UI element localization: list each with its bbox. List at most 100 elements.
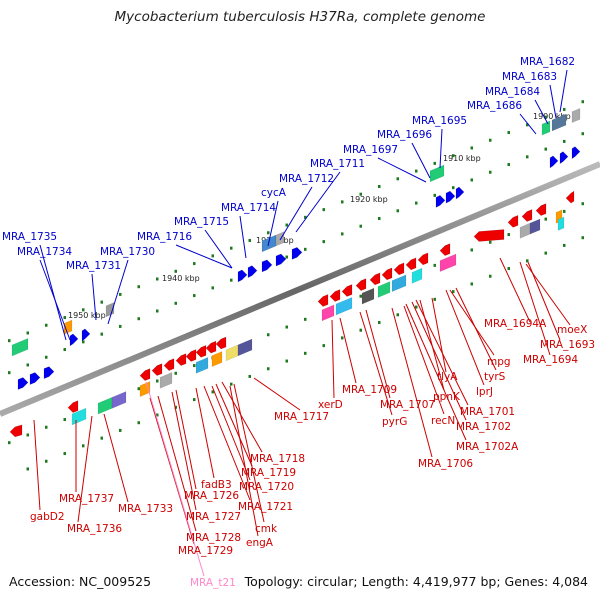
gene-label[interactable]: MRA_1711: [310, 158, 365, 170]
gene-label[interactable]: engA: [246, 537, 274, 549]
gene-label[interactable]: tlyA: [437, 371, 458, 383]
gene-label[interactable]: ppnK: [433, 391, 461, 403]
reverse-leader-line: [411, 301, 467, 421]
gene-label[interactable]: MRA_1736: [67, 523, 122, 535]
gene-label[interactable]: MRA_1709: [342, 384, 397, 396]
track-dot: [415, 305, 418, 309]
track-dot: [63, 452, 66, 456]
forward-leader-line: [39, 244, 67, 341]
reverse-leader-line: [431, 297, 447, 373]
track-dot: [470, 248, 473, 252]
track-dot: [415, 169, 418, 173]
track-dot: [211, 286, 214, 290]
gene-label[interactable]: MRA_1683: [502, 71, 557, 83]
reverse-leader-line: [215, 383, 253, 467]
gene-label[interactable]: MRA_1684: [485, 86, 540, 98]
gene-label[interactable]: mpg: [487, 356, 511, 368]
reverse-leader-line: [403, 305, 445, 415]
reverse-leader-line: [175, 389, 197, 490]
gene-label[interactable]: MRA_1714: [221, 202, 276, 214]
reverse-leader-line: [195, 387, 215, 479]
track-dot: [544, 217, 547, 221]
reverse-gene-arrow: [67, 400, 79, 414]
gene-label[interactable]: MRA_1693: [540, 339, 595, 351]
track-dot: [267, 367, 270, 371]
reverse-leader-line: [359, 311, 393, 416]
gene-label[interactable]: MRA_1737: [59, 493, 114, 505]
track-dot: [193, 294, 196, 298]
track-dot: [581, 100, 584, 104]
track-dot: [285, 255, 288, 259]
gene-label[interactable]: MRA_1731: [66, 260, 121, 272]
reverse-leader-line: [415, 299, 469, 406]
reverse-leader-line: [233, 383, 265, 523]
gene-label[interactable]: MRA_1733: [118, 503, 173, 515]
reverse-gene-arrow: [393, 262, 405, 276]
gene-label[interactable]: moeX: [557, 324, 587, 336]
gene-label[interactable]: cycA: [261, 187, 287, 199]
gene-label[interactable]: MRA_1720: [239, 481, 294, 493]
feature-block: [321, 304, 335, 322]
forward-leader-line: [267, 200, 279, 247]
gene-label[interactable]: gabD2: [30, 511, 65, 523]
reverse-gene-arrow: [329, 289, 341, 302]
gene-label[interactable]: MRA_1721: [238, 501, 293, 513]
feature-block: [571, 107, 581, 124]
gene-label[interactable]: MRA_1701: [460, 406, 515, 418]
gene-label[interactable]: MRA_1719: [241, 467, 296, 479]
reverse-gene-arrow: [163, 358, 175, 372]
track-dot: [433, 161, 436, 165]
gene-label[interactable]: MRA_1694: [523, 354, 578, 366]
reverse-leader-line: [405, 303, 467, 441]
gene-label[interactable]: MRA_1718: [250, 453, 305, 465]
gene-label[interactable]: cmk: [255, 523, 278, 535]
track-dot: [322, 344, 325, 348]
gene-label[interactable]: MRA_1686: [467, 100, 522, 112]
gene-label[interactable]: MRA_1702: [456, 421, 511, 433]
reverse-leader-line: [253, 377, 301, 411]
track-dot: [304, 351, 307, 355]
gene-label[interactable]: tyrS: [484, 371, 506, 383]
gene-label[interactable]: MRA_1697: [343, 144, 398, 156]
gene-label[interactable]: MRA_1717: [274, 411, 329, 423]
gene-label[interactable]: pyrG: [382, 416, 407, 428]
gene-label[interactable]: recN: [431, 415, 455, 427]
reverse-leader-line: [449, 289, 495, 356]
track-dot: [341, 232, 344, 236]
gene-label[interactable]: MRA_1702A: [456, 441, 519, 453]
track-dot: [174, 371, 177, 375]
track-dot: [489, 170, 492, 174]
gene-label[interactable]: xerD: [318, 399, 343, 411]
reverse-gene-arrow: [175, 353, 187, 367]
gene-label[interactable]: MRA_1726: [184, 490, 239, 502]
forward-leader-line: [107, 259, 129, 325]
track-dot: [359, 328, 362, 332]
gene-label[interactable]: MRA_1695: [412, 115, 467, 127]
gene-label[interactable]: MRA_1682: [520, 56, 575, 68]
gene-label[interactable]: fadB3: [201, 479, 232, 491]
gene-label[interactable]: MRA_1706: [418, 458, 473, 470]
feature-block: [439, 253, 457, 273]
gene-label[interactable]: MRA_1729: [178, 545, 233, 557]
gene-label[interactable]: MRA_1715: [174, 216, 229, 228]
gene-label[interactable]: MRA_1716: [137, 231, 192, 243]
gene-label[interactable]: MRA_1730: [100, 246, 155, 258]
gene-label[interactable]: MRA_1696: [377, 129, 432, 141]
gene-label[interactable]: lprJ: [476, 386, 493, 398]
forward-gene-arrow: [549, 155, 559, 169]
gene-label[interactable]: MRA_1727: [186, 511, 241, 523]
gene-label[interactable]: MRA_1707: [380, 399, 435, 411]
gene-label[interactable]: MRA_1735: [2, 231, 57, 243]
track-dot: [563, 139, 566, 143]
gene-label[interactable]: MRA_1728: [186, 532, 241, 544]
reverse-labels: MRA_1694A moeX MRA_1693 MRA_1694 mpg tyr…: [30, 318, 595, 557]
track-dot: [8, 371, 11, 375]
gene-label[interactable]: MRA_t21: [190, 577, 236, 589]
gene-label[interactable]: MRA_1734: [17, 246, 72, 258]
gene-label[interactable]: MRA_1694A: [484, 318, 547, 330]
track-dot: [211, 390, 214, 394]
reverse-gene-arrow: [535, 203, 547, 217]
feature-block: [105, 302, 115, 318]
gene-label[interactable]: MRA_1712: [279, 173, 334, 185]
